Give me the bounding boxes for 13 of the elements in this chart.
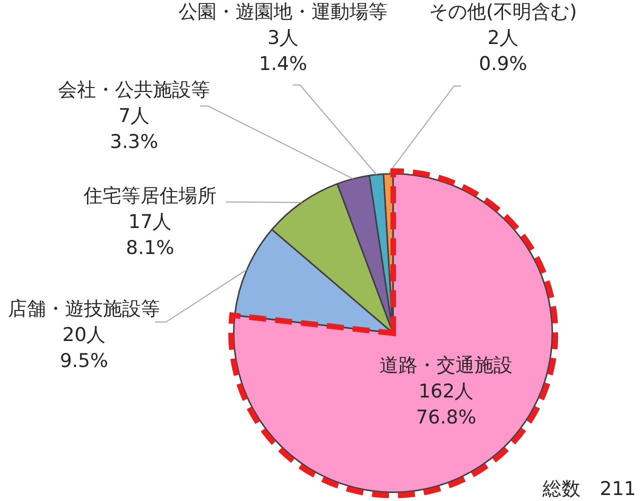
slice-label: 公園・遊園地・運動場等 xyxy=(178,0,388,23)
data-label: 162人 76.8% xyxy=(416,380,476,428)
slice-label: 道路・交通施設 xyxy=(380,354,513,376)
slice-label: 会社・公共施設等 xyxy=(58,78,210,101)
data-label: 20人 9.5% xyxy=(60,324,108,372)
data-label: 17人 8.1% xyxy=(126,210,174,259)
text: 総数 211 xyxy=(542,478,636,500)
data-label: 7人 3.3% xyxy=(110,104,158,153)
data-label: 3人 1.4% xyxy=(258,26,308,75)
slice-label: 店舗・遊技施設等 xyxy=(8,298,160,320)
slice-label: その他(不明含む) xyxy=(429,0,577,23)
slice-label: 住宅等居住場所 xyxy=(82,184,216,207)
data-label: 2人 0.9% xyxy=(478,26,528,75)
